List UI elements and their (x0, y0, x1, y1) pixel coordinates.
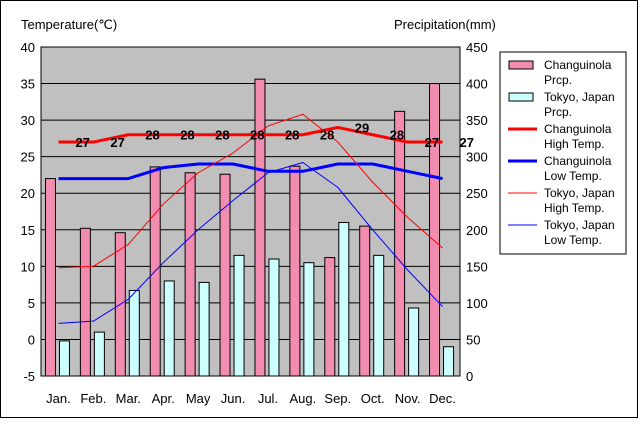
data-label: 27 (425, 135, 439, 150)
y-axis-left-label: Temperature(℃) (21, 17, 117, 32)
y-tick-right-label: 350 (466, 113, 488, 128)
legend-label: Prcp. (544, 105, 572, 119)
bar-changuinola-prcp (359, 225, 371, 377)
y-tick-right-label: 150 (466, 259, 488, 274)
y-tick-left-label: 35 (21, 77, 35, 92)
x-tick-label: Dec. (429, 391, 456, 406)
y-tick-left-label: 10 (21, 259, 35, 274)
y-tick-left-label: 40 (21, 40, 35, 55)
legend-label: Prcp. (544, 73, 572, 87)
line-tokyo-low (58, 162, 443, 324)
bar-changuinola-prcp (184, 172, 196, 377)
y-tick-left-label: -5 (23, 369, 35, 384)
bar-tokyo-prcp (93, 331, 105, 377)
line-changuinola-low (58, 162, 443, 181)
legend-label: Changuinola (544, 58, 612, 72)
data-label: 27 (110, 135, 124, 150)
legend-label: Low Temp. (544, 233, 602, 247)
line-tokyo-high (58, 113, 443, 269)
plot-area (40, 46, 461, 377)
legend-label: Tokyo, Japan (544, 90, 615, 104)
bar-tokyo-prcp (338, 221, 350, 377)
y-tick-left-label: 30 (21, 113, 35, 128)
y-tick-left-label: 25 (21, 150, 35, 165)
bar-changuinola-prcp (219, 173, 231, 377)
x-tick-label: Feb. (80, 391, 106, 406)
legend-label: Changuinola (544, 122, 612, 136)
y-tick-right-label: 0 (466, 369, 473, 384)
data-label: 28 (285, 128, 299, 143)
x-tick-label: Nov. (395, 391, 421, 406)
x-tick-label: Sep. (324, 391, 351, 406)
y-tick-left-label: 5 (28, 296, 35, 311)
bar-changuinola-prcp (289, 165, 301, 377)
bar-tokyo-prcp (373, 254, 385, 377)
x-tick-label: Apr. (152, 391, 175, 406)
bar-changuinola-prcp (429, 83, 441, 377)
data-label: 28 (250, 128, 264, 143)
y-tick-left-label: 0 (28, 332, 35, 347)
bar-changuinola-prcp (394, 110, 406, 377)
legend-label: Low Temp. (544, 169, 602, 183)
x-tick-label: Jul. (258, 391, 278, 406)
bar-tokyo-prcp (163, 280, 175, 377)
y-axis-right-label: Precipitation(mm) (394, 17, 496, 32)
y-tick-right-label: 400 (466, 77, 488, 92)
legend-label: Tokyo, Japan (544, 186, 615, 200)
y-tick-left-label: 15 (21, 223, 35, 238)
y-tick-right-label: 200 (466, 223, 488, 238)
bar-changuinola-prcp (324, 257, 336, 377)
y-tick-right-label: 450 (466, 40, 488, 55)
bar-tokyo-prcp (443, 346, 455, 377)
data-label: 28 (215, 128, 229, 143)
y-tick-left-label: 20 (21, 186, 35, 201)
legend-box (499, 51, 627, 255)
line-changuinola-high (58, 125, 443, 144)
bar-tokyo-prcp (408, 307, 420, 377)
bar-tokyo-prcp (233, 254, 245, 377)
data-label: 27 (75, 135, 89, 150)
bar-tokyo-prcp (268, 258, 280, 377)
bar-tokyo-prcp (198, 281, 210, 377)
bar-tokyo-prcp (128, 289, 140, 377)
y-tick-right-label: 50 (466, 332, 480, 347)
x-tick-label: May (186, 391, 211, 406)
x-tick-label: Jun. (221, 391, 246, 406)
x-tick-label: Oct. (361, 391, 385, 406)
legend-label: Tokyo, Japan (544, 218, 615, 232)
legend-label: Changuinola (544, 154, 612, 168)
data-label: 29 (355, 120, 369, 135)
bar-tokyo-prcp (58, 340, 70, 377)
x-tick-label: Aug. (290, 391, 317, 406)
data-label: 28 (145, 128, 159, 143)
legend-label: High Temp. (544, 201, 604, 215)
x-tick-label: Jan. (46, 391, 71, 406)
bar-changuinola-prcp (79, 227, 91, 377)
legend-swatch (508, 60, 534, 70)
data-label: 28 (390, 128, 404, 143)
y-tick-right-label: 250 (466, 186, 488, 201)
y-tick-right-label: 100 (466, 296, 488, 311)
bar-changuinola-prcp (44, 178, 56, 377)
data-label: 28 (180, 128, 194, 143)
bar-changuinola-prcp (254, 78, 266, 377)
legend-label: High Temp. (544, 137, 604, 151)
x-tick-label: Mar. (116, 391, 141, 406)
data-label: 27 (460, 135, 474, 150)
legend-swatch (508, 92, 534, 102)
data-label: 28 (320, 128, 334, 143)
y-tick-right-label: 300 (466, 150, 488, 165)
bar-tokyo-prcp (303, 262, 315, 377)
